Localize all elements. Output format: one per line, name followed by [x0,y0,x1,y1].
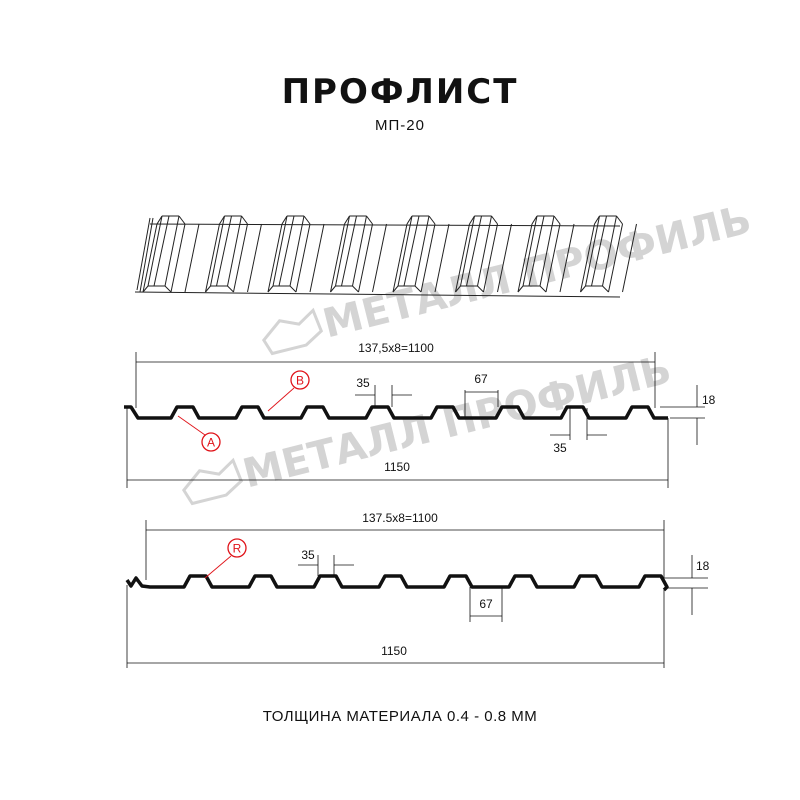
watermark-text: МЕТАЛЛ ПРОФИЛЬ [238,347,675,498]
profile-a: 137,5x8=1100 1150 35 67 35 18 B A [124,341,716,488]
profile-b-line [125,574,669,592]
sheet-perspective [134,215,637,298]
height-dimension: 18 [702,393,716,407]
page-title: ПРОФЛИСТ [281,72,519,112]
width-dimension: 1150 [384,460,410,474]
pitch-dimension: 137.5x8=1100 [362,511,438,525]
profile-b: 137.5x8=1100 1150 35 67 18 R [125,511,710,668]
callout-a: A [177,415,221,452]
pitch-dimension: 137,5x8=1100 [358,341,434,355]
top-width-dimension: 35 [301,548,315,562]
watermark-logo-icon [261,307,324,356]
top-width-dimension: 35 [356,376,370,390]
material-thickness-note: ТОЛЩИНА МАТЕРИАЛА 0.4 - 0.8 ММ [262,708,538,725]
model-subtitle: МП-20 [375,117,425,134]
rib-dimension: 67 [479,597,493,611]
watermark-text: МЕТАЛЛ ПРОФИЛЬ [318,197,755,348]
width-dimension: 1150 [381,644,407,658]
callout-b: B [267,370,310,412]
svg-text:A: A [207,436,215,450]
bottom-width-dimension: 35 [553,441,567,455]
watermark-logo-icon [181,457,244,506]
profile-a-line [124,405,668,420]
svg-text:R: R [233,542,242,556]
callout-r: R [204,538,247,579]
rib-dimension: 67 [474,372,488,386]
svg-text:B: B [296,374,304,388]
height-dimension: 18 [696,559,710,573]
watermark-2: МЕТАЛЛ ПРОФИЛЬ [181,347,676,506]
